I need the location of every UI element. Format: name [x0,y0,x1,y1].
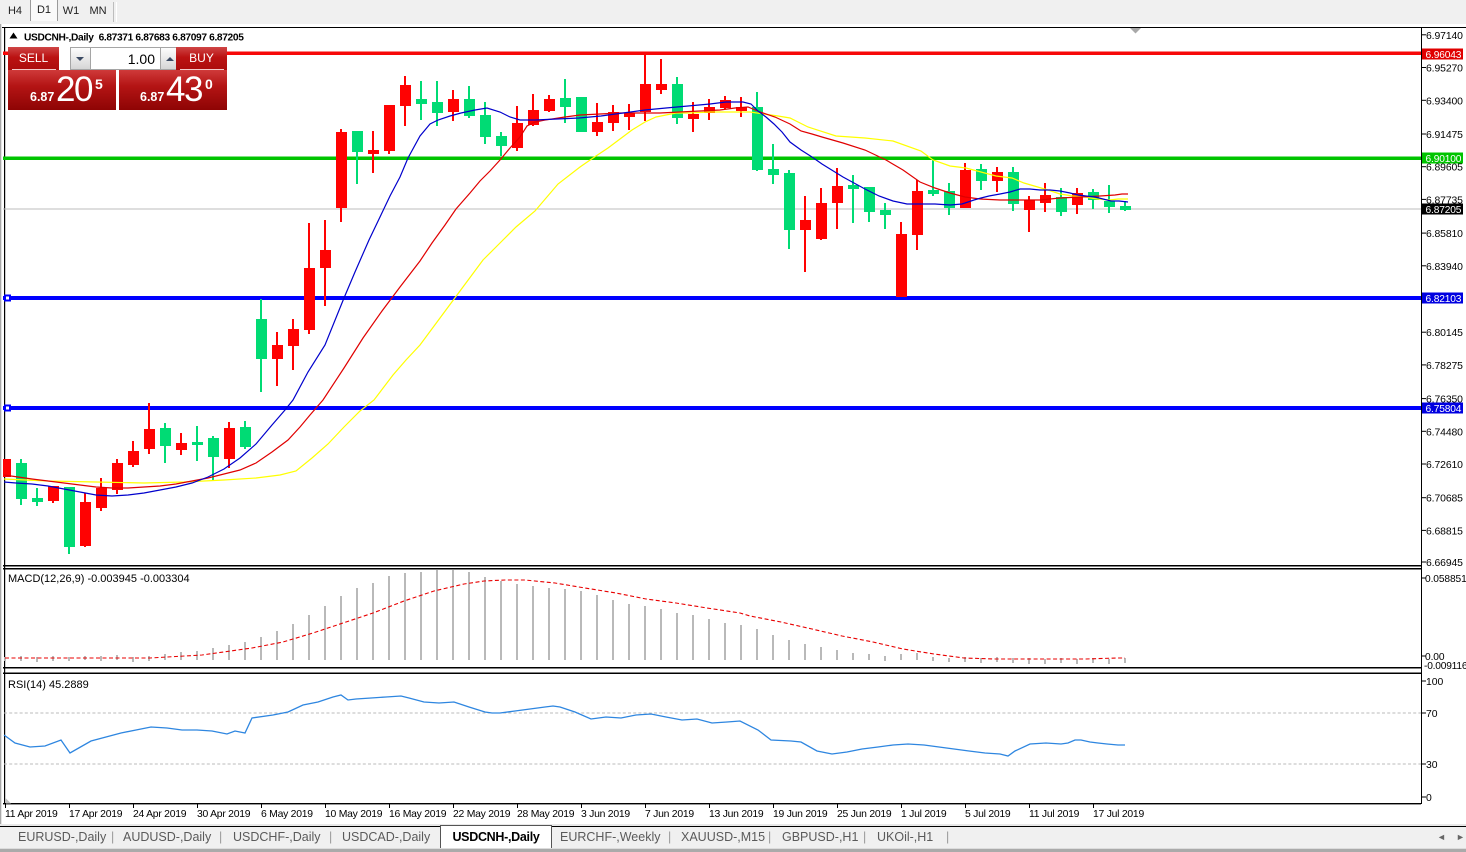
svg-text:70: 70 [1426,709,1438,720]
svg-text:6.90100: 6.90100 [1426,154,1462,165]
svg-text:5 Jul 2019: 5 Jul 2019 [965,809,1011,820]
svg-text:30 Apr 2019: 30 Apr 2019 [197,809,251,820]
svg-text:6.74480: 6.74480 [1426,427,1463,438]
svg-text:USDCNH-,Daily 6.87371 6.87683: USDCNH-,Daily 6.87371 6.87683 6.87097 6.… [24,33,244,44]
svg-text:RSI(14) 45.2889: RSI(14) 45.2889 [8,679,89,691]
svg-text:MACD(12,26,9) -0.003945 -0.003: MACD(12,26,9) -0.003945 -0.003304 [8,573,190,585]
svg-text:22 May 2019: 22 May 2019 [453,809,511,820]
svg-text:6.76350: 6.76350 [1426,395,1463,406]
svg-text:6 May 2019: 6 May 2019 [261,809,313,820]
svg-text:6.93400: 6.93400 [1426,96,1463,107]
svg-text:6.95270: 6.95270 [1426,64,1463,75]
svg-text:0.058851: 0.058851 [1425,574,1466,585]
svg-text:6.96043: 6.96043 [1426,50,1462,61]
svg-text:17 Jul 2019: 17 Jul 2019 [1093,809,1144,820]
svg-text:-0.009116: -0.009116 [1424,661,1466,672]
svg-text:6.87735: 6.87735 [1426,195,1463,206]
svg-text:10 May 2019: 10 May 2019 [325,809,383,820]
svg-text:1 Jul 2019: 1 Jul 2019 [901,809,947,820]
svg-text:0.00: 0.00 [1425,652,1445,663]
svg-text:6.87205: 6.87205 [1426,205,1462,216]
svg-text:6.83940: 6.83940 [1426,262,1463,273]
svg-text:6.82103: 6.82103 [1426,294,1462,305]
svg-text:6.97140: 6.97140 [1426,31,1463,42]
svg-text:6.68815: 6.68815 [1426,526,1463,537]
svg-text:6.91475: 6.91475 [1426,130,1463,141]
svg-text:6.80145: 6.80145 [1426,328,1463,339]
svg-text:6.78275: 6.78275 [1426,361,1463,372]
svg-text:6.66945: 6.66945 [1426,558,1463,569]
svg-text:0: 0 [1426,793,1432,804]
svg-text:6.72610: 6.72610 [1426,460,1463,471]
svg-text:3 Jun 2019: 3 Jun 2019 [581,809,630,820]
svg-text:17 Apr 2019: 17 Apr 2019 [69,809,123,820]
svg-text:6.70685: 6.70685 [1426,494,1463,505]
svg-text:19 Jun 2019: 19 Jun 2019 [773,809,828,820]
svg-text:6.85810: 6.85810 [1426,229,1463,240]
svg-text:7 Jun 2019: 7 Jun 2019 [645,809,694,820]
svg-text:28 May 2019: 28 May 2019 [517,809,575,820]
svg-text:6.89605: 6.89605 [1426,163,1463,174]
svg-text:30: 30 [1426,760,1438,771]
svg-text:24 Apr 2019: 24 Apr 2019 [133,809,187,820]
svg-text:13 Jun 2019: 13 Jun 2019 [709,809,764,820]
svg-text:16 May 2019: 16 May 2019 [389,809,447,820]
svg-text:100: 100 [1426,677,1444,688]
svg-text:11 Apr 2019: 11 Apr 2019 [5,809,58,820]
svg-text:6.75804: 6.75804 [1426,404,1462,415]
svg-text:11 Jul 2019: 11 Jul 2019 [1029,809,1080,820]
svg-text:25 Jun 2019: 25 Jun 2019 [837,809,892,820]
